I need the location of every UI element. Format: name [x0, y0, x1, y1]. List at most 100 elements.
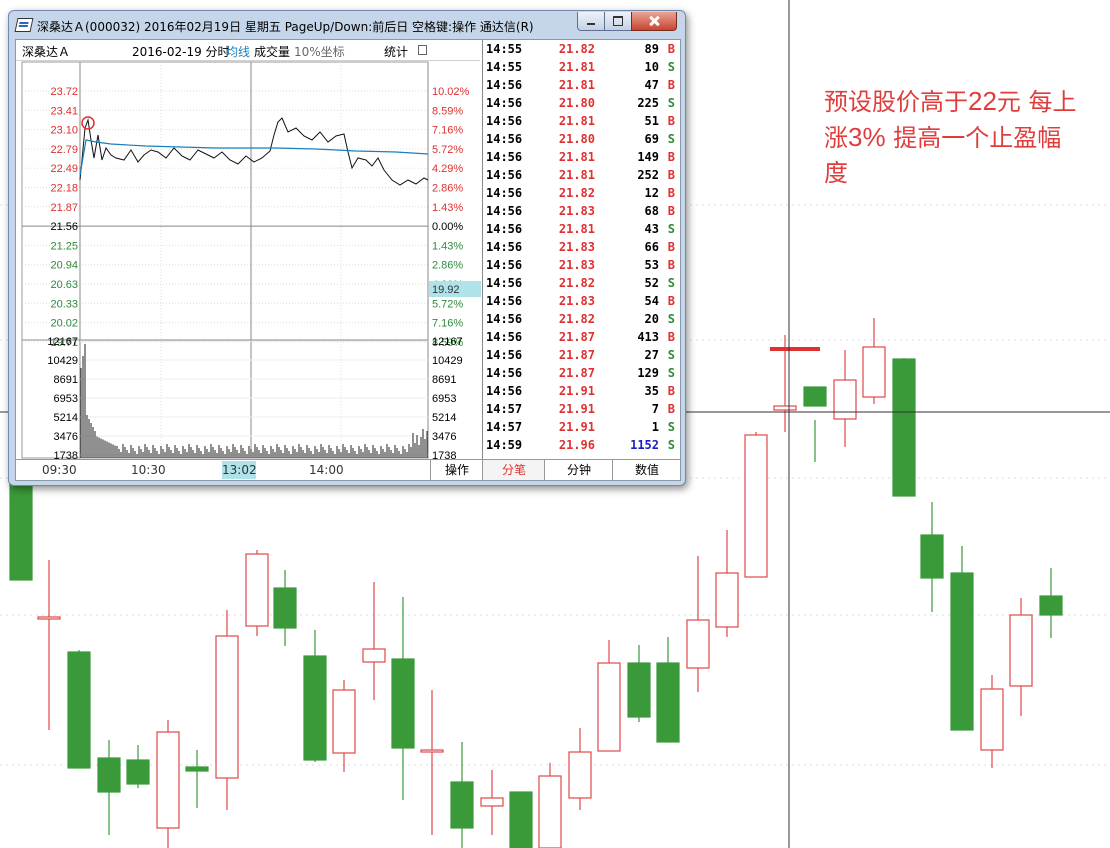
bearish-candle — [126, 745, 150, 788]
tick-price: 21.80 — [558, 96, 595, 110]
tick-row[interactable]: 14:56 21.81 47 B — [483, 76, 681, 94]
tick-side: S — [667, 366, 675, 380]
bearish-candle — [391, 597, 415, 800]
tick-row[interactable]: 14:57 21.91 1 S — [483, 418, 681, 436]
tick-volume: 51 — [644, 114, 659, 128]
percent-axis-label: 10.02% — [432, 86, 470, 98]
bullish-candle — [1009, 598, 1033, 716]
tick-volume: 54 — [644, 294, 659, 308]
tick-row[interactable]: 14:56 21.87 129 S — [483, 364, 681, 382]
tick-price: 21.81 — [558, 78, 595, 92]
minute-chart[interactable]: 23.72 10.02% 23.41 8.59% 23.10 7.16% 22.79 5.72… — [16, 40, 482, 459]
tick-row[interactable]: 14:55 21.81 10 S — [483, 58, 681, 76]
tick-row[interactable]: 14:56 21.80 225 S — [483, 94, 681, 112]
tick-side: B — [667, 186, 675, 200]
price-axis-label: 22.79 — [50, 144, 78, 156]
stock-name: 深桑达Ａ — [22, 45, 71, 59]
tick-row[interactable]: 14:57 21.91 7 B — [483, 400, 681, 418]
annotation-percent: 3% — [848, 122, 886, 152]
tick-row[interactable]: 14:55 21.82 89 B — [483, 40, 681, 58]
tick-volume: 7 — [651, 402, 659, 416]
window-client: 23.72 10.02% 23.41 8.59% 23.10 7.16% 22.79 5.72… — [15, 39, 681, 481]
bullish-candle — [597, 640, 621, 752]
annotation-text: 元 每上 — [996, 88, 1077, 116]
bullish-candle — [332, 680, 356, 772]
buy-marker-icon — [81, 116, 95, 130]
panel-toggle-icon[interactable] — [418, 45, 427, 55]
tick-row[interactable]: 14:56 21.81 43 S — [483, 220, 681, 238]
tab-ticks[interactable]: 分笔 — [482, 460, 545, 480]
tick-row[interactable]: 14:59 21.96 1152 S — [483, 436, 681, 454]
tick-price: 21.83 — [558, 240, 595, 254]
tick-row[interactable]: 14:56 21.83 54 B — [483, 292, 681, 310]
volume-axis-label: 3476 — [432, 431, 456, 443]
stats-button[interactable]: 统计 — [384, 45, 409, 59]
percent-axis-label: 2.86% — [432, 260, 463, 272]
tick-row[interactable]: 14:56 21.87 413 B — [483, 328, 681, 346]
tick-list[interactable]: 14:55 21.82 89 B 14:55 21.81 10 S 14:56 21.81 47 B 1… — [482, 40, 681, 459]
tick-time: 14:56 — [486, 132, 523, 146]
tick-time: 14:56 — [486, 312, 523, 326]
tick-volume: 413 — [637, 330, 659, 344]
price-axis-label: 21.87 — [50, 202, 78, 214]
tick-side: B — [667, 258, 675, 272]
bottom-bar: 09:30 10:30 13:02 14:00 操作 分笔 分钟 数值 — [16, 459, 680, 481]
tab-data[interactable]: 数值 — [612, 460, 681, 480]
tick-side: B — [667, 168, 675, 182]
volume-axis-label: 10429 — [432, 355, 463, 367]
avg-line-label[interactable]: 均线 — [226, 45, 251, 59]
tab-minute[interactable]: 分钟 — [544, 460, 613, 480]
tick-time: 14:56 — [486, 384, 523, 398]
volume-axis-label: 10429 — [47, 355, 78, 367]
annotation-price: 22 — [968, 86, 997, 116]
tick-row[interactable]: 14:56 21.91 35 B — [483, 382, 681, 400]
tick-price: 21.87 — [558, 366, 595, 380]
volume-label[interactable]: 成交量 — [254, 45, 291, 59]
tick-row[interactable]: 14:56 21.82 20 S — [483, 310, 681, 328]
tick-row[interactable]: 14:56 21.87 27 S — [483, 346, 681, 364]
tick-side: S — [667, 222, 675, 236]
tick-side: S — [667, 60, 675, 74]
bullish-candle — [215, 610, 239, 810]
tick-side: B — [667, 114, 675, 128]
tick-row[interactable]: 14:56 21.83 53 B — [483, 256, 681, 274]
tick-row[interactable]: 14:56 21.82 12 B — [483, 184, 681, 202]
bearish-candle — [920, 502, 944, 612]
tick-row[interactable]: 14:56 21.81 252 B — [483, 166, 681, 184]
tick-row[interactable]: 14:56 21.81 51 B — [483, 112, 681, 130]
tick-row[interactable]: 14:56 21.83 66 B — [483, 238, 681, 256]
chart-date: 2016-02-19 分时 — [132, 45, 230, 59]
tick-time: 14:56 — [486, 330, 523, 344]
close-button[interactable] — [631, 12, 677, 31]
minimize-button[interactable] — [577, 12, 605, 31]
annotation-text: 度 — [824, 159, 848, 187]
percent-axis-label: 1.43% — [432, 240, 463, 252]
maximize-button[interactable] — [604, 12, 632, 31]
bullish-candle — [362, 582, 386, 700]
intraday-window[interactable]: 深桑达Ａ(000032) 2016年02月19日 星期五 PageUp/Down… — [8, 10, 686, 486]
bullish-candle — [744, 432, 768, 578]
bullish-candle — [773, 335, 797, 432]
tick-volume: 66 — [644, 240, 659, 254]
tick-row[interactable]: 14:56 21.81 149 B — [483, 148, 681, 166]
chart-header: 深桑达Ａ 2016-02-19 分时 均线 成交量 10%坐标 统计 — [16, 40, 480, 61]
bullish-candle — [862, 318, 886, 404]
tick-row[interactable]: 14:56 21.83 68 B — [483, 202, 681, 220]
tick-price: 21.96 — [558, 438, 595, 452]
bullish-candle — [980, 675, 1004, 768]
window-titlebar[interactable]: 深桑达Ａ(000032) 2016年02月19日 星期五 PageUp/Down… — [9, 11, 685, 39]
scale-label[interactable]: 10%坐标 — [294, 45, 345, 59]
volume-axis-label: 1738 — [432, 450, 456, 459]
tick-row[interactable]: 14:56 21.80 69 S — [483, 130, 681, 148]
percent-axis-label: 1.43% — [432, 202, 463, 214]
tab-operate[interactable]: 操作 — [430, 460, 483, 480]
bullish-candle — [568, 728, 592, 810]
volume-axis-label: 1738 — [54, 450, 78, 459]
tick-price: 21.91 — [558, 402, 595, 416]
tick-time: 14:56 — [486, 168, 523, 182]
price-axis-label: 23.41 — [50, 105, 78, 117]
volume-axis-label: 8691 — [432, 374, 456, 386]
percent-axis-label: 8.59% — [432, 105, 463, 117]
tick-row[interactable]: 14:56 21.82 52 S — [483, 274, 681, 292]
